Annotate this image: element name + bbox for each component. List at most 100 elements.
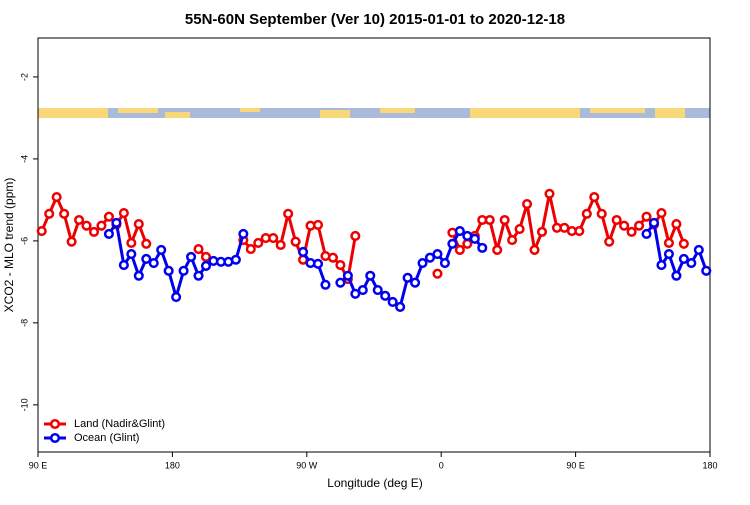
data-point [701, 265, 712, 276]
data-point [51, 191, 62, 203]
data-point [268, 232, 279, 244]
data-point [454, 226, 465, 237]
chart-title: 55N-60N September (Ver 10) 2015-01-01 to… [185, 11, 565, 28]
data-point [634, 220, 645, 231]
data-point [118, 260, 129, 271]
data-point [469, 233, 480, 244]
x-tick-label: 90 W [296, 460, 318, 470]
data-point [141, 238, 152, 249]
data-point [693, 244, 704, 255]
data-point [417, 257, 428, 269]
data-point [81, 220, 92, 231]
plot-frame [37, 37, 711, 453]
data-point [230, 254, 241, 265]
data-point [133, 270, 144, 281]
data-point [148, 257, 159, 269]
data-point [238, 228, 249, 239]
data-point [372, 285, 383, 296]
data-point [163, 265, 174, 276]
data-point [44, 208, 55, 219]
data-point [59, 208, 70, 219]
data-point [574, 226, 585, 237]
x-axis-label: Longitude (deg E) [327, 476, 422, 490]
data-point [200, 251, 212, 262]
data-point [432, 268, 443, 279]
legend-frame [40, 414, 180, 448]
data-point [103, 211, 114, 222]
y-tick-label: -4 [19, 155, 29, 163]
data-point [327, 252, 338, 263]
data-point [66, 236, 77, 247]
data-point [335, 277, 346, 288]
data-point [312, 258, 324, 269]
data-point [454, 244, 465, 255]
data-point [36, 226, 47, 237]
data-point [671, 219, 682, 230]
data-point [103, 228, 114, 239]
legend-marker [49, 418, 61, 430]
data-point [178, 265, 189, 276]
data-point [402, 272, 413, 283]
data-point [357, 285, 368, 296]
data-point [253, 237, 264, 249]
data-point [686, 257, 697, 269]
data-point [477, 242, 488, 253]
data-point [387, 296, 398, 308]
y-tick-label: -10 [19, 398, 29, 411]
data-point [74, 214, 85, 226]
data-point [111, 217, 122, 228]
data-point [126, 237, 137, 249]
data-point [312, 219, 324, 230]
data-point [275, 239, 286, 251]
data-point [96, 220, 107, 231]
data-point [663, 248, 674, 260]
data-point [678, 238, 689, 249]
data-point [133, 219, 144, 230]
data-point [283, 208, 294, 219]
x-tick-label: 180 [702, 460, 717, 470]
data-point [656, 260, 667, 271]
data-point [678, 253, 689, 264]
x-tick-label: 180 [165, 460, 180, 470]
data-point [514, 223, 525, 235]
data-point [350, 230, 361, 242]
data-point [342, 270, 353, 281]
y-tick-label: -2 [19, 73, 29, 81]
data-point [671, 270, 682, 281]
data-point [171, 292, 182, 303]
data-point [193, 244, 204, 255]
legend-label: Land (Nadir&Glint) [74, 418, 165, 430]
y-tick-label: -8 [19, 319, 29, 327]
data-point [529, 244, 540, 255]
data-point [581, 208, 592, 219]
data-point [447, 238, 458, 249]
data-point [410, 277, 421, 288]
data-point [492, 244, 503, 255]
data-point [200, 260, 212, 271]
data-point [88, 226, 100, 237]
y-axis-label: XCO2 - MLO trend (ppm) [2, 178, 16, 313]
data-point [245, 244, 256, 255]
data-point [126, 248, 137, 260]
data-point [604, 236, 615, 247]
data-point [439, 257, 450, 269]
data-point [335, 260, 346, 271]
data-point [507, 235, 518, 246]
data-point [462, 238, 473, 249]
data-point [648, 217, 660, 228]
data-point [320, 279, 331, 290]
x-tick-label: 90 E [566, 460, 585, 470]
data-point [290, 236, 301, 247]
data-point [484, 214, 495, 226]
data-point [156, 244, 167, 255]
x-tick-label: 0 [439, 460, 444, 470]
data-point [536, 226, 548, 237]
data-point [641, 211, 652, 222]
data-point [298, 246, 309, 258]
y-tick-label: -6 [19, 237, 29, 245]
data-point [193, 270, 204, 281]
data-point [596, 208, 607, 219]
data-point [499, 214, 510, 226]
